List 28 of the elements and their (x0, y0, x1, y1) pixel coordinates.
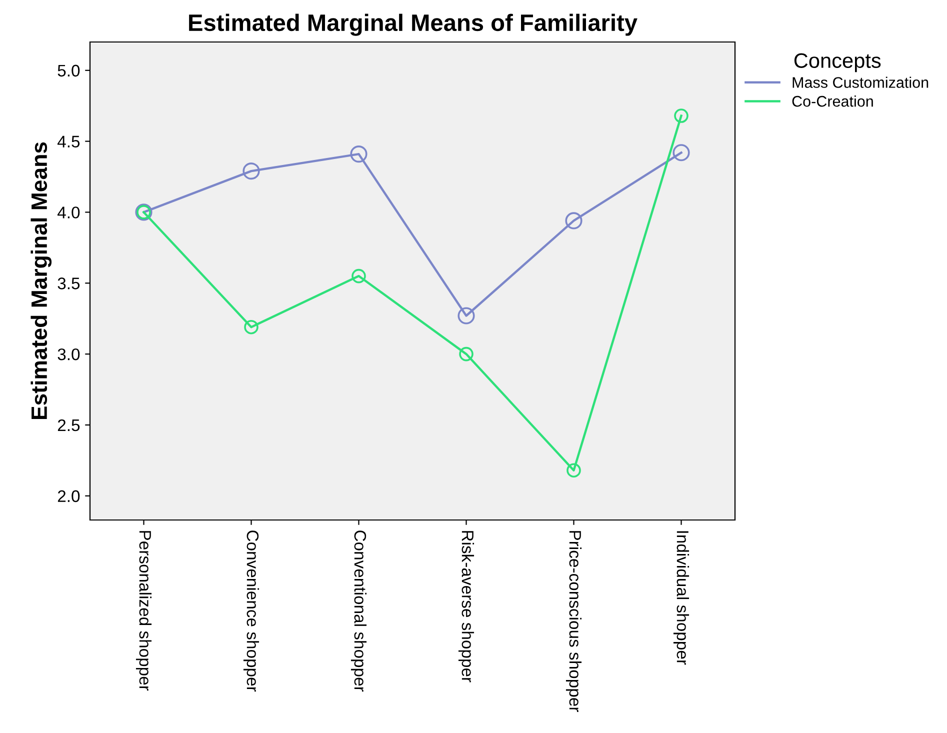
point (459, 346, 474, 362)
x-tick-label: Risk-averse shopper (458, 531, 474, 682)
y-axis-title: Estimated Marginal Means (30, 142, 52, 420)
point (566, 463, 581, 478)
point (674, 108, 688, 123)
y-tick-label: 3.5 (58, 278, 80, 290)
y-tick-label: 4.0 (57, 206, 80, 218)
legend-label: Co-Creation (792, 96, 873, 107)
point (242, 162, 260, 180)
x-tick-label: Convenience shopper (243, 530, 260, 692)
x-tick-label: Individual shopper (673, 531, 690, 665)
x-tick-label: Price-conscious shopper (566, 531, 582, 712)
point (350, 146, 368, 163)
point (458, 307, 475, 324)
point (244, 320, 258, 334)
chart-title: Estimated Marginal Means of Familiarity (189, 14, 638, 36)
legend-label: Mass Customization (792, 76, 928, 88)
legend-title: Concepts (794, 53, 881, 72)
point (672, 144, 690, 162)
y-tick-label: 4.5 (57, 136, 80, 148)
x-tick-label: Conventional shopper (350, 530, 367, 692)
y-tick-label: 3.0 (58, 348, 80, 360)
point (565, 212, 582, 230)
y-tick-label: 2.5 (58, 419, 80, 432)
point (352, 268, 366, 284)
x-tick-label: Personalized shopper (136, 531, 152, 691)
y-tick-label: 5.0 (58, 64, 80, 77)
y-tick-label: 2.0 (58, 490, 80, 502)
